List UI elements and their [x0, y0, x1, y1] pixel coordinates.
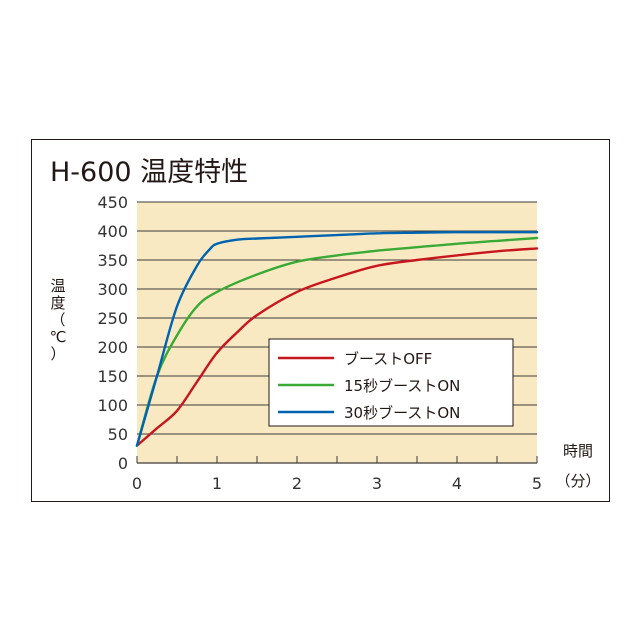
legend-label-1: ブーストOFF — [344, 350, 432, 368]
x-tick-label: 3 — [372, 474, 382, 493]
y-tick-label: 300 — [97, 280, 128, 299]
y-tick-label: 0 — [118, 454, 128, 473]
y-tick-label: 150 — [97, 367, 128, 386]
y-tick-label: 50 — [108, 425, 128, 444]
series-line-2 — [135, 236, 539, 447]
legend-label-2: 15秒ブーストON — [344, 377, 460, 395]
y-tick-label: 200 — [97, 338, 128, 357]
y-tick-label: 250 — [97, 309, 128, 328]
y-tick-labels: 450 400 350 300 250 200 150 100 50 0 — [97, 193, 128, 473]
chart-title: H-600 温度特性 — [50, 157, 249, 188]
series-line-3 — [135, 230, 539, 447]
legend: ブーストOFF 15秒ブーストON 30秒ブーストON — [268, 338, 514, 427]
y-tick-label: 100 — [97, 396, 128, 415]
y-axis-label-char: 度 — [50, 294, 65, 312]
x-tick-labels: 0 1 2 3 4 5 — [132, 474, 542, 493]
x-axis-label-top: 時間 — [563, 442, 593, 460]
x-axis-label-bottom: （分） — [555, 472, 600, 490]
x-tick-label: 1 — [212, 474, 222, 493]
y-axis-label: 温度（℃） — [50, 277, 67, 363]
legend-items: ブーストOFF 15秒ブーストON 30秒ブーストON — [278, 350, 460, 422]
legend-label-3: 30秒ブーストON — [344, 404, 460, 422]
y-axis-label-char: 温 — [50, 277, 65, 295]
y-axis-label-char: ） — [50, 345, 65, 363]
y-tick-label: 400 — [97, 222, 128, 241]
y-tick-label: 350 — [97, 251, 128, 270]
y-axis-label-char: （ — [50, 311, 65, 329]
x-tick-label: 5 — [532, 474, 542, 493]
x-tick-marks — [136, 456, 538, 463]
y-axis-label-char: ℃ — [50, 328, 67, 346]
y-tick-label: 450 — [97, 193, 128, 212]
series-line-1 — [135, 247, 539, 447]
x-tick-label: 2 — [292, 474, 302, 493]
x-tick-label: 0 — [132, 474, 142, 493]
x-tick-label: 4 — [452, 474, 462, 493]
series-lines — [135, 230, 539, 447]
legend-box — [268, 338, 514, 427]
